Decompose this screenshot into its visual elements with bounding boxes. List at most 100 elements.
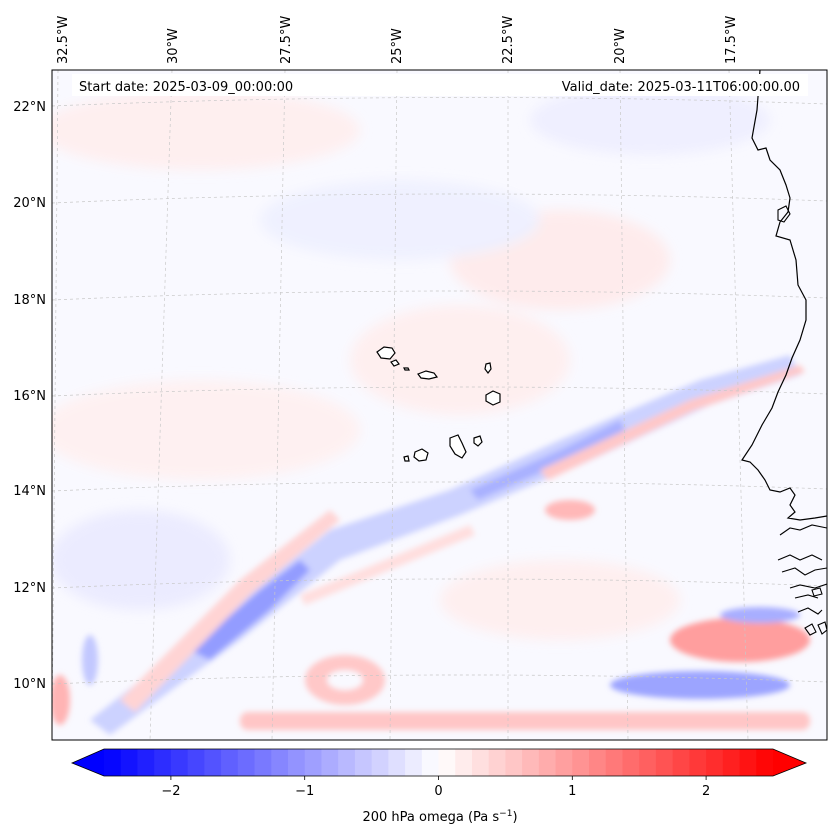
latitude-label: 20°N xyxy=(13,196,46,211)
longitude-label: 25°W xyxy=(390,28,405,64)
latitude-label: 12°N xyxy=(13,581,46,596)
omega-patch-pos xyxy=(52,380,360,480)
map-panel xyxy=(52,70,827,740)
colorbar-extend-max xyxy=(773,749,806,776)
cape-verde-islands xyxy=(376,346,501,462)
island-santiago xyxy=(449,434,467,459)
meridian-line xyxy=(728,70,749,740)
colorbar-ticks: −2 −1 0 1 2 xyxy=(161,776,710,799)
omega-patch-neg xyxy=(260,180,540,260)
colorbar-segment xyxy=(488,749,507,776)
omega-field xyxy=(52,85,810,735)
parallel-line xyxy=(52,481,827,492)
colorbar-label-main: 200 hPa omega (Pa s xyxy=(362,810,499,825)
omega-cell-pos xyxy=(545,500,595,520)
colorbar-extend-min xyxy=(72,749,104,776)
colorbar-label: 200 hPa omega (Pa s−1) xyxy=(362,809,517,825)
colorbar-segment xyxy=(421,749,440,776)
colorbar-segment xyxy=(756,749,774,776)
colorbar-segment xyxy=(388,749,406,776)
bijagos-islands xyxy=(804,587,827,636)
colorbar-segment xyxy=(622,749,640,776)
colorbar-segment xyxy=(120,749,139,776)
colorbar-segment xyxy=(371,749,389,776)
longitude-label: 30°W xyxy=(166,28,181,64)
colorbar-segment xyxy=(522,749,540,776)
parallel-line xyxy=(52,674,827,685)
parallel-line xyxy=(52,97,827,107)
colorbar-segment xyxy=(221,749,239,776)
colorbar-segment xyxy=(104,749,122,776)
colorbar-tick-label: 1 xyxy=(568,784,576,799)
parallel-line xyxy=(52,386,827,397)
omega-cell-pos xyxy=(52,675,70,725)
island-sao-vicente xyxy=(390,359,400,367)
colorbar-segment xyxy=(471,749,490,776)
island-boa-vista xyxy=(485,390,501,406)
omega-band-neg xyxy=(190,560,310,660)
parallel-line xyxy=(52,290,827,301)
colorbar-segment xyxy=(154,749,172,776)
colorbar-segment xyxy=(589,749,607,776)
latitude-label: 22°N xyxy=(13,100,46,115)
island-brava xyxy=(403,455,410,462)
island-fogo xyxy=(413,448,429,462)
omega-band-pos xyxy=(120,510,340,712)
omega-cell-neg xyxy=(720,607,800,623)
meridian-line xyxy=(52,70,59,740)
colorbar-segment xyxy=(271,749,289,776)
start-date-label: Start date: 2025-03-09_00:00:00 xyxy=(79,80,293,95)
africa-coastline-detail xyxy=(777,524,827,615)
meridian-line xyxy=(619,70,629,740)
colorbar-segment xyxy=(304,749,323,776)
colorbar-segment xyxy=(170,749,189,776)
omega-patch-pos xyxy=(52,90,360,170)
parallel-line xyxy=(52,578,827,589)
island-maio xyxy=(473,435,483,447)
longitude-label: 32.5°W xyxy=(56,16,71,64)
latitude-label: 10°N xyxy=(13,677,46,692)
latitude-label: 18°N xyxy=(13,293,46,308)
colorbar-segments xyxy=(72,749,806,776)
omega-band-neg xyxy=(470,420,625,500)
omega-patch-neg xyxy=(530,85,770,155)
omega-cell-pos xyxy=(670,618,810,662)
valid-date-label: Valid_date: 2025-03-11T06:00:00.00 xyxy=(562,80,800,95)
meridian-line xyxy=(149,70,173,740)
colorbar-segment xyxy=(689,749,707,776)
colorbar-segment xyxy=(237,749,256,776)
africa-coastline xyxy=(741,70,827,521)
colorbar-tick-label: −2 xyxy=(161,784,180,799)
omega-cell-neg xyxy=(82,635,98,685)
colorbar-segment xyxy=(204,749,222,776)
parallel-line xyxy=(52,193,827,204)
longitude-labels: 32.5°W 30°W 27.5°W 25°W 22.5°W 20°W 17.5… xyxy=(56,16,739,64)
colorbar-segment xyxy=(354,749,373,776)
omega-band-pos xyxy=(300,525,475,605)
colorbar-segment xyxy=(321,749,339,776)
island-sal xyxy=(484,362,492,374)
colorbar-segment xyxy=(655,749,674,776)
colorbar-segment xyxy=(505,749,523,776)
colorbar-label-end: ) xyxy=(512,810,517,825)
colorbar-segment xyxy=(605,749,624,776)
latitude-labels: 22°N 20°N 18°N 16°N 14°N 12°N 10°N xyxy=(13,100,46,692)
colorbar-segment xyxy=(555,749,573,776)
colorbar-segment xyxy=(722,749,741,776)
colorbar-outline xyxy=(70,748,808,777)
colorbar-label-sup: −1 xyxy=(499,809,512,819)
colorbar-tick-label: −1 xyxy=(295,784,314,799)
colorbar-segment xyxy=(639,749,657,776)
meridian-line xyxy=(271,70,286,740)
longitude-label: 22.5°W xyxy=(501,16,516,64)
longitude-label: 20°W xyxy=(613,28,628,64)
colorbar-segment xyxy=(254,749,272,776)
latitude-label: 16°N xyxy=(13,389,46,404)
island-sao-nicolau xyxy=(417,370,439,380)
colorbar-segment xyxy=(438,749,456,776)
longitude-label: 27.5°W xyxy=(279,16,294,64)
omega-cell-neg xyxy=(610,671,790,699)
colorbar-segment xyxy=(137,749,155,776)
colorbar-tick-label: 2 xyxy=(702,784,710,799)
